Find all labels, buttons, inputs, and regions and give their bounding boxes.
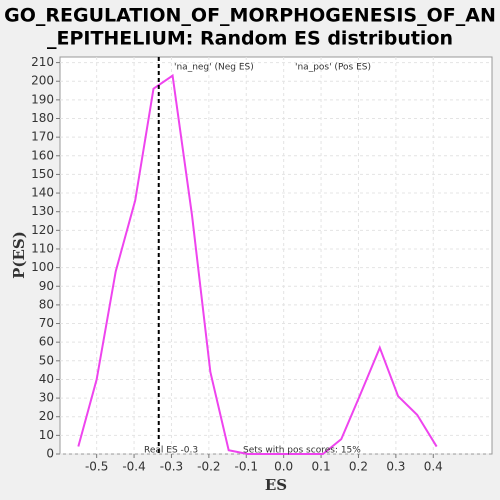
x-tick-label: 0.3	[386, 460, 405, 474]
x-tick-label: 0.2	[349, 460, 368, 474]
y-tick-label: 170	[31, 130, 54, 144]
y-tick-label: 60	[39, 335, 54, 349]
legend-entry: 'na_neg' (Neg ES)	[174, 63, 254, 73]
y-tick-label: 50	[39, 353, 54, 367]
x-tick-label: 0.1	[312, 460, 331, 474]
x-tick-label: 0.4	[424, 460, 443, 474]
y-tick-label: 140	[31, 186, 54, 200]
y-tick-label: 180	[31, 111, 54, 125]
y-tick-label: 100	[31, 260, 54, 274]
annotation: Real ES -0.3	[144, 446, 198, 456]
y-tick-label: 110	[31, 241, 54, 255]
y-tick-label: 0	[46, 447, 54, 461]
chart-title: GO_REGULATION_OF_MORPHOGENESIS_OF_AN	[4, 5, 496, 27]
chart-title: _EPITHELIUM: Random ES distribution	[47, 28, 453, 50]
y-tick-label: 120	[31, 223, 54, 237]
y-tick-label: 40	[39, 372, 54, 386]
x-tick-label: -0.5	[85, 460, 108, 474]
y-tick-label: 190	[31, 92, 54, 106]
y-tick-label: 80	[39, 297, 54, 311]
plot-area	[59, 56, 493, 455]
y-tick-label: 200	[31, 74, 54, 88]
y-tick-label: 70	[39, 316, 54, 330]
y-tick-label: 10	[39, 428, 54, 442]
y-tick-label: 90	[39, 279, 54, 293]
annotation: Sets with pos scores: 15%	[243, 446, 361, 456]
y-tick-label: 30	[39, 391, 54, 405]
x-tick-label: -0.3	[160, 460, 183, 474]
x-tick-label: 0.0	[274, 460, 293, 474]
x-tick-label: -0.4	[122, 460, 145, 474]
y-tick-label: 20	[39, 409, 54, 423]
x-axis-label: ES	[265, 476, 287, 494]
y-tick-label: 160	[31, 148, 54, 162]
series-line	[77, 73, 438, 455]
y-tick-label: 150	[31, 167, 54, 181]
x-tick-label: -0.2	[197, 460, 220, 474]
y-tick-label: 210	[31, 55, 54, 69]
y-axis-label: P(ES)	[10, 231, 28, 279]
x-tick-label: -0.1	[235, 460, 258, 474]
legend-entry: 'na_pos' (Pos ES)	[295, 63, 371, 73]
y-tick-label: 130	[31, 204, 54, 218]
